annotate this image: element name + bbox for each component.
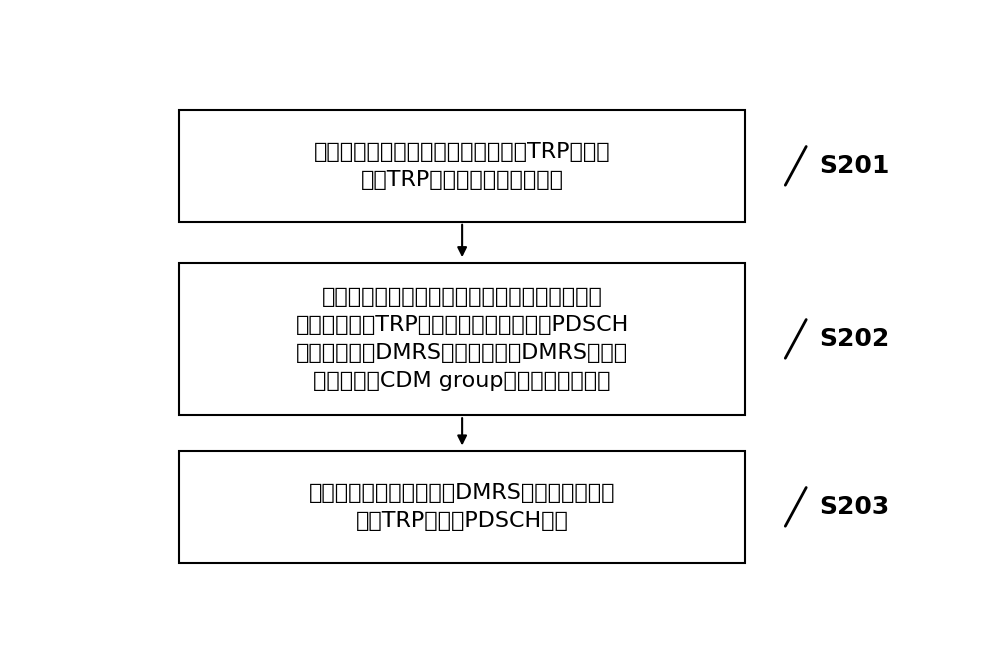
Text: 数据时关联的DMRS端口，其中，DMRS端口与: 数据时关联的DMRS端口，其中，DMRS端口与 bbox=[296, 343, 628, 363]
FancyBboxPatch shape bbox=[179, 110, 745, 222]
Text: S202: S202 bbox=[819, 327, 890, 351]
Text: 码分复用组CDM group为一一对应的关系: 码分复用组CDM group为一一对应的关系 bbox=[313, 371, 611, 391]
Text: S201: S201 bbox=[819, 154, 890, 178]
Text: 终端设备接收来自多个发射及接收点TRP中至少: 终端设备接收来自多个发射及接收点TRP中至少 bbox=[314, 142, 610, 162]
Text: 一个TRP发送的高层预设参数集: 一个TRP发送的高层预设参数集 bbox=[361, 170, 564, 190]
Text: 确定所述多个TRP发送物理下行共享信道PDSCH: 确定所述多个TRP发送物理下行共享信道PDSCH bbox=[296, 315, 629, 335]
FancyBboxPatch shape bbox=[179, 262, 745, 415]
FancyBboxPatch shape bbox=[179, 451, 745, 563]
Text: 所述终端设备根据至少一个所述高层预设参数集: 所述终端设备根据至少一个所述高层预设参数集 bbox=[322, 287, 603, 307]
Text: S203: S203 bbox=[819, 495, 890, 519]
Text: 所述终端设备在每个所述DMRS端口接收来自对: 所述终端设备在每个所述DMRS端口接收来自对 bbox=[309, 483, 615, 503]
Text: 应的TRP发送的PDSCH数据: 应的TRP发送的PDSCH数据 bbox=[356, 511, 569, 531]
